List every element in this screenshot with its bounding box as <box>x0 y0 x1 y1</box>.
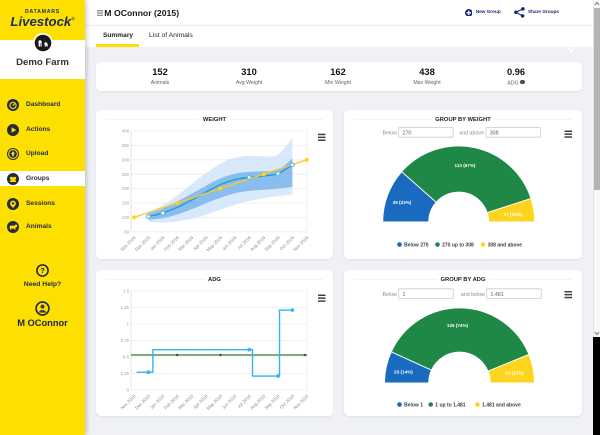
svg-text:0.75: 0.75 <box>121 338 130 343</box>
svg-text:1.5: 1.5 <box>123 289 130 294</box>
svg-text:270: 270 <box>403 131 412 137</box>
svg-text:0.25: 0.25 <box>121 371 130 376</box>
svg-text:0.5: 0.5 <box>123 355 130 360</box>
svg-text:0: 0 <box>127 388 130 393</box>
svg-text:300: 300 <box>122 157 130 162</box>
svg-text:Mar 2016: Mar 2016 <box>177 235 194 252</box>
svg-text:Mar 2016: Mar 2016 <box>177 393 194 410</box>
svg-text:and above: and above <box>459 131 484 137</box>
svg-text:350: 350 <box>122 143 130 148</box>
svg-text:1.25: 1.25 <box>121 305 130 310</box>
svg-text:270 up to 308: 270 up to 308 <box>442 242 474 248</box>
svg-text:1 up to 1.481: 1 up to 1.481 <box>435 402 466 408</box>
svg-text:and below: and below <box>461 292 485 298</box>
svg-text:Below 1: Below 1 <box>404 402 423 408</box>
svg-text:Sep 2016: Sep 2016 <box>264 393 282 411</box>
svg-text:113 (67%): 113 (67%) <box>455 163 476 168</box>
svg-text:Below: Below <box>383 131 398 137</box>
svg-text:200: 200 <box>122 186 130 191</box>
svg-text:1: 1 <box>127 322 130 327</box>
svg-text:GROUP BY ADG: GROUP BY ADG <box>441 277 486 283</box>
svg-text:?: ? <box>40 266 45 275</box>
svg-text:17 (10%): 17 (10%) <box>504 212 523 217</box>
svg-text:1.481 and above: 1.481 and above <box>482 402 521 408</box>
svg-text:Jun 2016: Jun 2016 <box>221 393 238 410</box>
svg-text:Jun 2016: Jun 2016 <box>221 235 238 252</box>
svg-text:1.481: 1.481 <box>491 292 504 298</box>
svg-text:125 (74%): 125 (74%) <box>447 323 469 328</box>
svg-text:GROUP BY WEIGHT: GROUP BY WEIGHT <box>435 117 491 123</box>
svg-text:21 (12%): 21 (12%) <box>505 370 524 375</box>
svg-text:Sep 2016: Sep 2016 <box>264 235 282 253</box>
svg-text:ADG: ADG <box>208 277 221 283</box>
svg-text:Nov 2016: Nov 2016 <box>292 393 310 411</box>
svg-text:150: 150 <box>122 201 130 206</box>
svg-text:50: 50 <box>124 229 129 234</box>
svg-text:1: 1 <box>403 292 406 298</box>
svg-text:100: 100 <box>122 215 130 220</box>
svg-text:250: 250 <box>122 172 130 177</box>
svg-text:May 2016: May 2016 <box>206 393 224 411</box>
svg-text:Below 270: Below 270 <box>404 242 429 248</box>
svg-text:308 and above: 308 and above <box>488 242 523 248</box>
svg-text:May 2016: May 2016 <box>206 235 224 253</box>
svg-text:Dec 2015: Dec 2015 <box>134 235 152 253</box>
svg-text:39 (23%): 39 (23%) <box>393 200 412 205</box>
svg-text:Nov 2016: Nov 2016 <box>292 235 310 253</box>
svg-text:Below: Below <box>383 292 398 298</box>
svg-text:308: 308 <box>490 131 499 137</box>
svg-text:23 (14%): 23 (14%) <box>394 370 413 375</box>
svg-text:WEIGHT: WEIGHT <box>203 117 227 123</box>
svg-text:Dec 2015: Dec 2015 <box>134 393 152 411</box>
svg-text:400: 400 <box>122 129 130 134</box>
